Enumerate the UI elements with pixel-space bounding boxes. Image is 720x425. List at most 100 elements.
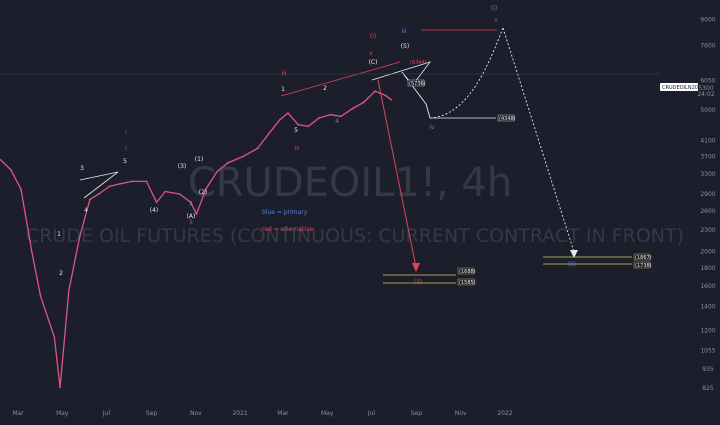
triangle-left	[79, 171, 119, 199]
wave-label: i	[125, 145, 127, 152]
white-arrow-head	[570, 250, 578, 258]
price-point	[287, 112, 289, 114]
price-point	[59, 386, 61, 389]
level-label: (4348)	[499, 116, 516, 122]
price-time: 24:02	[697, 91, 714, 98]
wave-label: iii	[401, 28, 406, 35]
y-axis: 9000 7600 6050 5000 4100 3700 3300 2900 2600 2300…	[700, 16, 715, 392]
x-tick-label: Nov	[455, 410, 467, 417]
wave-label: 1	[57, 231, 61, 238]
price-point	[226, 162, 229, 164]
x-tick-label: Sep	[411, 410, 423, 417]
y-tick-label: 9000	[700, 16, 715, 23]
price-point	[89, 198, 91, 201]
red-trend-line	[280, 61, 401, 97]
price-point	[178, 193, 181, 196]
y-tick-label: 2000	[700, 249, 715, 256]
price-point	[279, 118, 281, 121]
wave-label: v	[494, 17, 498, 24]
price-point	[351, 107, 354, 110]
wave-label: (1)	[195, 156, 204, 163]
price-point	[374, 90, 376, 93]
wave-label: (3)	[178, 163, 187, 170]
wave-label: 5	[123, 158, 127, 165]
price-value: 5300	[698, 85, 713, 92]
price-point	[297, 123, 300, 126]
y-tick-label: 825	[702, 385, 714, 392]
price-point	[164, 190, 167, 193]
price-point	[205, 188, 207, 190]
price-series	[0, 90, 392, 389]
wave-label: (4)	[150, 207, 159, 214]
x-axis: Mar May Jul Sep Nov 2021 Mar May Jul Sep Nov 2022	[12, 410, 512, 417]
level-label: (1867)	[635, 255, 652, 261]
price-point	[20, 188, 22, 190]
red-wave-labels: (i) iii v iv (ii) i ii	[125, 33, 422, 286]
wave-label: ii	[189, 219, 193, 226]
price-point	[108, 185, 111, 188]
wave-label: (ii)	[414, 279, 422, 286]
wave-label: (5)	[401, 43, 410, 50]
x-tick-label: Nov	[190, 410, 202, 417]
wave-label: iii	[281, 70, 286, 77]
level-label: (1738)	[635, 263, 652, 269]
price-point	[242, 155, 244, 158]
price-point	[216, 171, 218, 173]
red-projection-line	[377, 79, 417, 268]
legend-primary: blue = primary	[262, 209, 308, 216]
price-point	[195, 213, 198, 215]
x-tick-label: May	[321, 410, 334, 417]
y-tick-label: 2600	[700, 208, 715, 215]
x-tick-label: 2021	[232, 410, 247, 417]
y-tick-label: 1200	[700, 327, 715, 334]
y-tick-label: 2900	[700, 191, 715, 198]
chart-subtitle: CRUDE OIL FUTURES (CONTINUOUS: CURRENT C…	[26, 225, 684, 247]
price-point	[268, 132, 270, 135]
level-label: (5736)	[409, 81, 426, 87]
wave-label: 2	[323, 85, 327, 92]
level-label: (6344)	[410, 60, 427, 66]
wave-label: iv	[429, 124, 435, 131]
white-wave-labels: 3 5 4 1 2 (3) (4) (5) (1) (2) (A) (C) 5 …	[57, 43, 409, 277]
wave-label: 3	[80, 165, 84, 172]
level-label: (1585)	[459, 280, 476, 286]
price-point	[390, 98, 392, 101]
price-point	[155, 201, 158, 204]
price-point	[131, 180, 133, 183]
y-tick-label: 1055	[700, 347, 715, 354]
x-tick-label: May	[56, 410, 69, 417]
white-zigzag	[401, 71, 431, 119]
wave-label: 4	[84, 207, 88, 214]
price-point	[307, 125, 310, 128]
y-tick-label: 7600	[700, 42, 715, 49]
wave-label: (A)	[187, 213, 196, 220]
y-tick-label: 3300	[700, 171, 715, 178]
x-tick-label: Mar	[277, 410, 289, 417]
wave-label: (i)	[491, 5, 497, 12]
price-point	[67, 290, 70, 292]
wave-label: 2	[59, 270, 63, 277]
wave-label: 5	[294, 127, 298, 134]
y-tick-label: 1800	[700, 265, 715, 272]
y-tick-label: 2300	[700, 227, 715, 234]
price-point	[97, 193, 100, 196]
wave-label: iv	[294, 145, 300, 152]
price-point	[9, 168, 12, 171]
wave-drawings	[0, 27, 660, 284]
wave-label: ii	[189, 201, 193, 208]
price-point	[119, 182, 122, 185]
price-point	[256, 147, 259, 150]
y-tick-label: 5000	[700, 107, 715, 114]
price-point	[53, 336, 56, 338]
chart-title: CRUDEOIL1!, 4h	[188, 160, 512, 206]
price-point	[39, 295, 42, 297]
price-point	[318, 117, 321, 119]
y-tick-label: 3700	[700, 154, 715, 161]
price-point	[340, 115, 342, 118]
y-tick-label: 1600	[700, 283, 715, 290]
y-tick-label: 4100	[700, 138, 715, 145]
price-point	[78, 235, 81, 238]
x-tick-label: Jul	[102, 410, 111, 417]
